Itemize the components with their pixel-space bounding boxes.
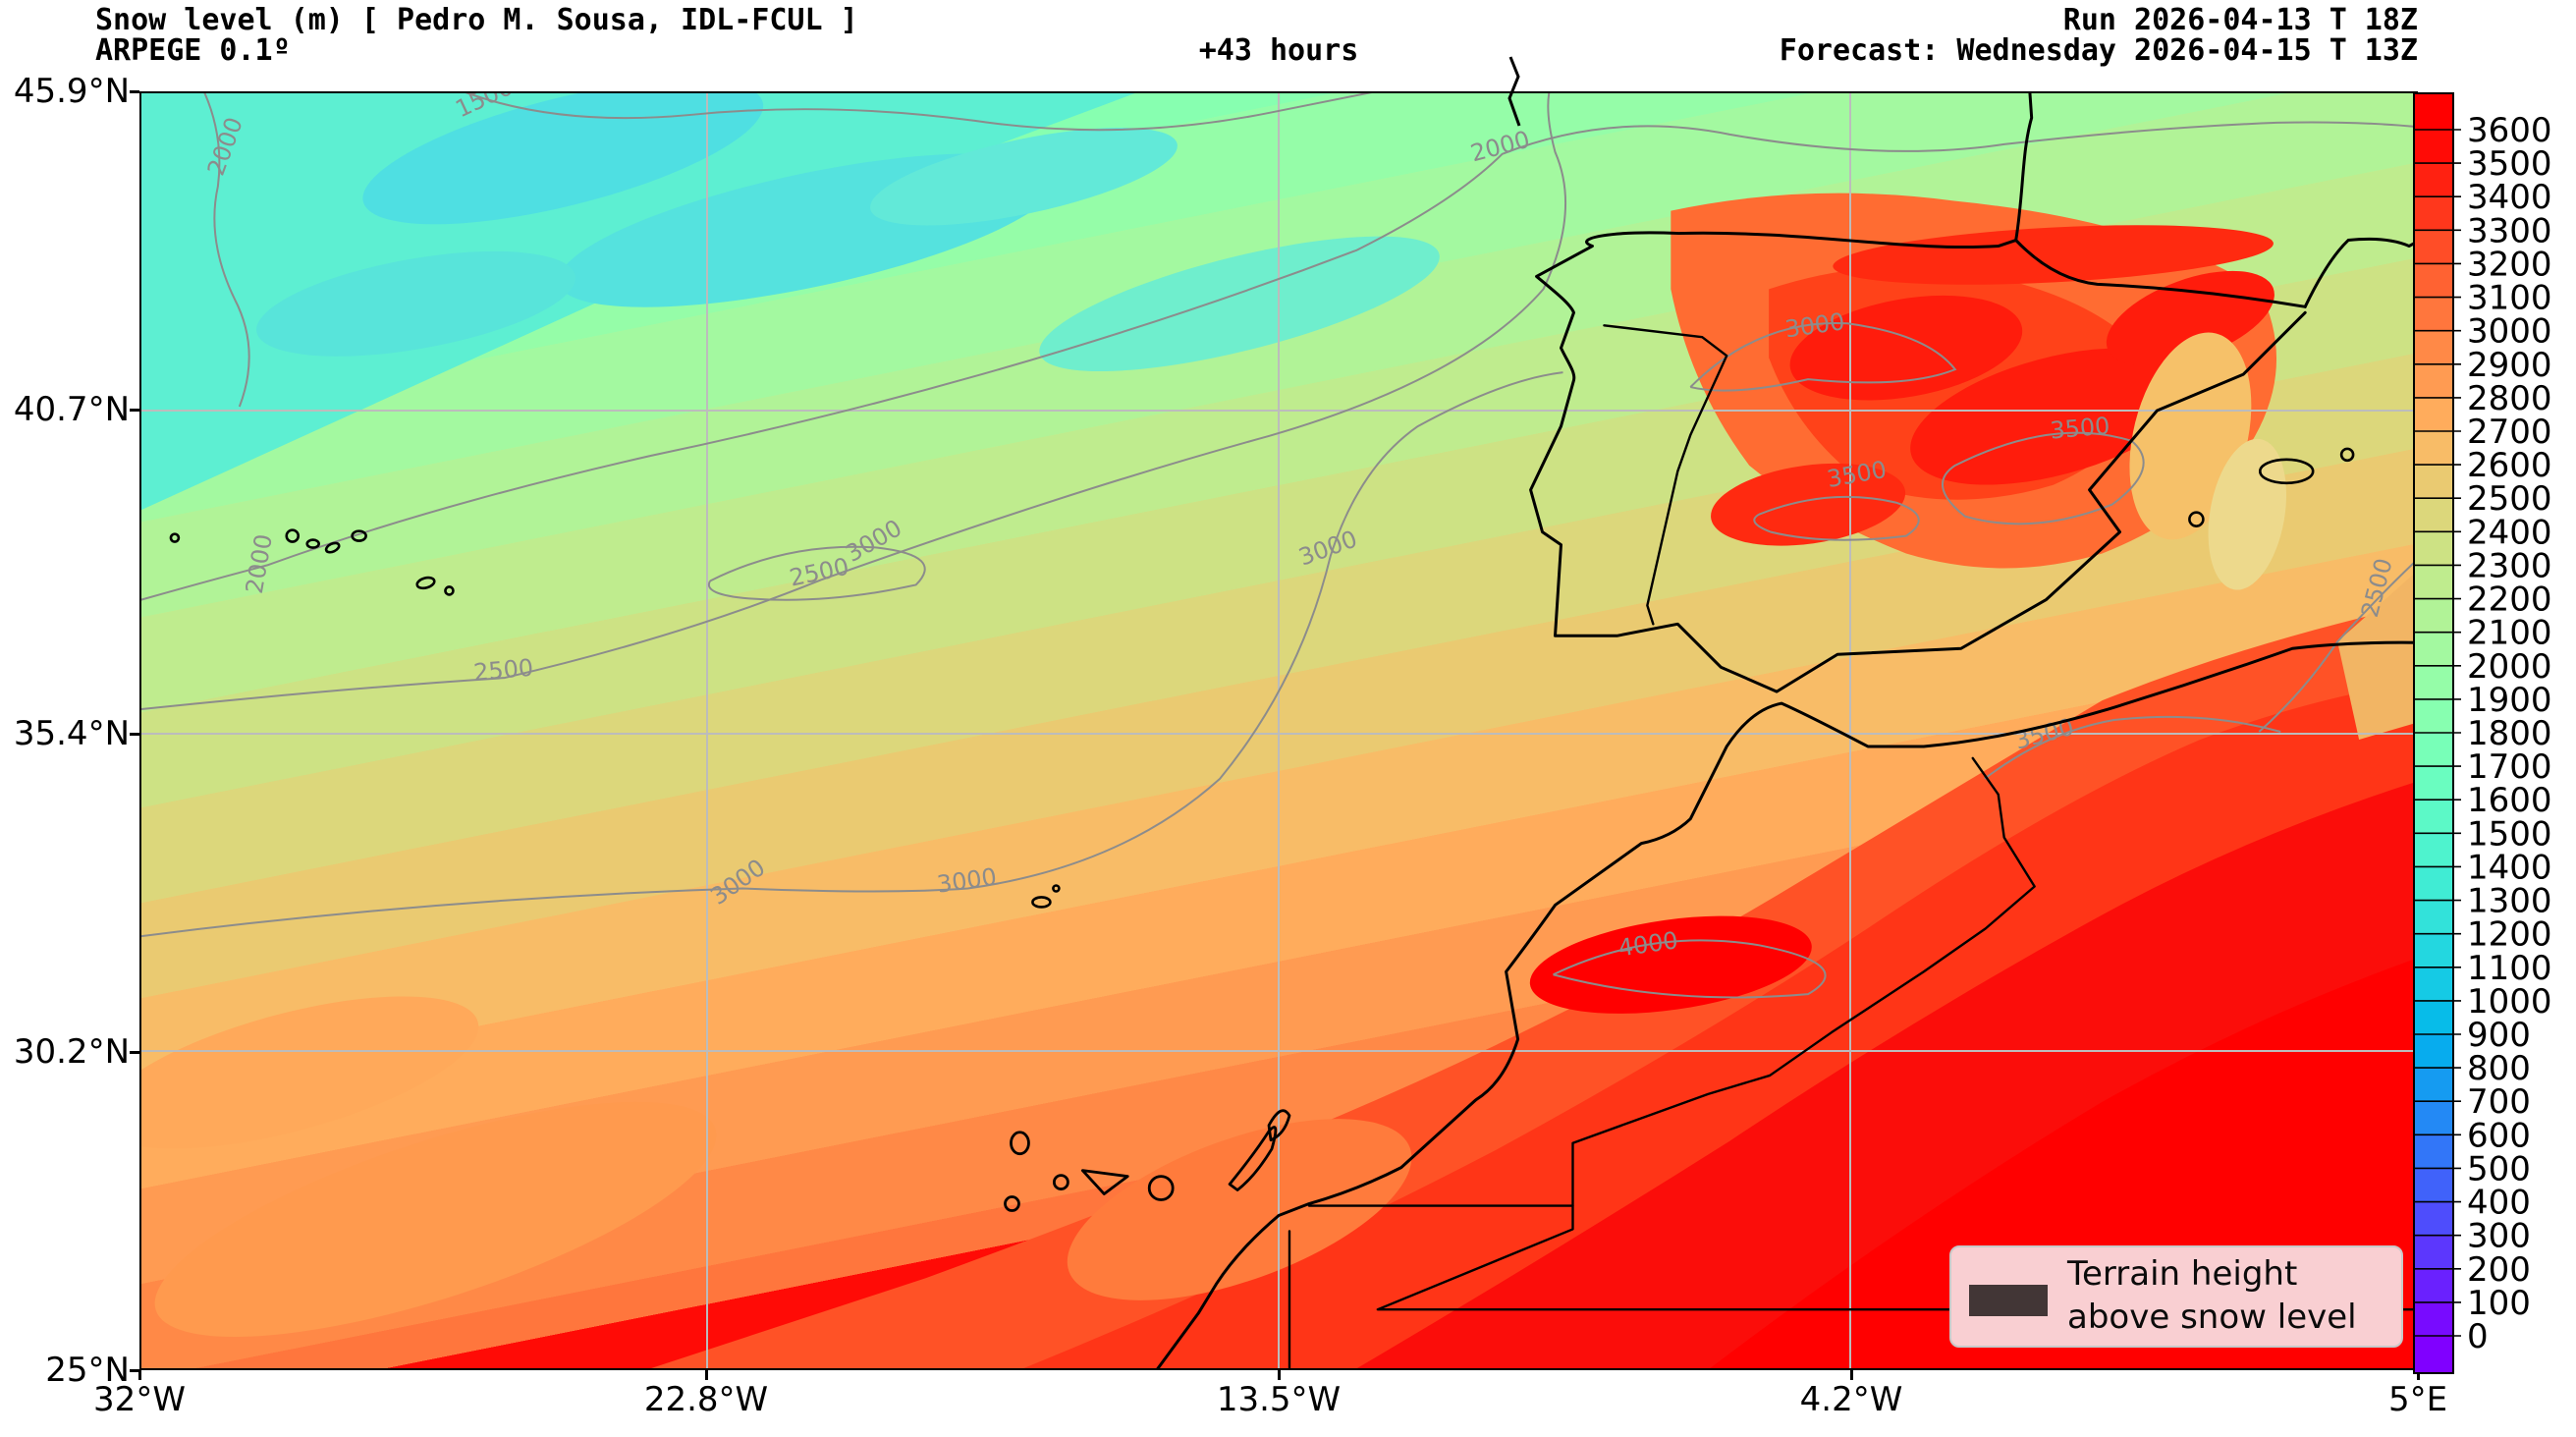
colorbar-tick-label: 2100 xyxy=(2467,614,2552,653)
islands-canary xyxy=(1004,1109,1291,1212)
colorbar-tick-label: 100 xyxy=(2467,1284,2531,1323)
y-tick-label: 25°N xyxy=(45,1351,130,1390)
colorbar-tick-label: 300 xyxy=(2467,1217,2531,1256)
colorbar-tick-label: 1200 xyxy=(2467,915,2552,955)
colorbar-tick-label: 2600 xyxy=(2467,446,2552,485)
colorbar-tick-label: 1600 xyxy=(2467,781,2552,820)
coast-france-atlantic xyxy=(2014,93,2034,243)
colorbar-tick-label: 1000 xyxy=(2467,982,2552,1022)
colorbar-tick-label: 1700 xyxy=(2467,747,2552,787)
terrain-legend-swatch xyxy=(1969,1285,2048,1316)
x-tick-label: 5°E xyxy=(2387,1380,2448,1419)
terrain-legend: Terrain height above snow level xyxy=(1949,1245,2403,1348)
colorbar-tick-label: 1500 xyxy=(2467,814,2552,854)
colorbar: 3600350034003300320031003000290028002700… xyxy=(2413,92,2552,1374)
border-west-sahara xyxy=(1376,1204,2416,1311)
y-tick-label: 45.9°N xyxy=(13,72,130,111)
islands-balearic xyxy=(2188,447,2355,527)
y-tickmark xyxy=(130,733,139,736)
coast-iberia xyxy=(1529,231,2307,693)
colorbar-tick-label: 2300 xyxy=(2467,546,2552,585)
colorbar-tick-label: 400 xyxy=(2467,1184,2531,1223)
coastlines xyxy=(169,93,2416,1368)
colorbar-tick-label: 600 xyxy=(2467,1116,2531,1155)
colorbar-tick-label: 1800 xyxy=(2467,714,2552,753)
y-tickmark xyxy=(130,1051,139,1054)
colorbar-tick-label: 3400 xyxy=(2467,178,2552,217)
colorbar-tick-label: 2000 xyxy=(2467,647,2552,687)
colorbar-tick-label: 800 xyxy=(2467,1049,2531,1088)
colorbar-tick-label: 500 xyxy=(2467,1149,2531,1188)
y-tickmark xyxy=(130,90,139,93)
y-tick-label: 30.2°N xyxy=(13,1032,130,1072)
x-tickmark xyxy=(1278,1370,1281,1380)
colorbar-tick-label: 3100 xyxy=(2467,279,2552,318)
colorbar-tick-label: 2400 xyxy=(2467,513,2552,552)
x-tickmark xyxy=(1850,1370,1853,1380)
run-label: Run 2026-04-13 T 18Z xyxy=(2062,3,2418,37)
colorbar-tick-label: 2500 xyxy=(2467,479,2552,519)
islands-azores xyxy=(169,528,455,596)
x-tickmark xyxy=(2417,1370,2420,1380)
coast-north-africa xyxy=(1156,640,2416,1368)
x-tick-label: 13.5°W xyxy=(1216,1380,1342,1419)
gridlines xyxy=(141,93,2416,1368)
colorbar-tick-label: 2900 xyxy=(2467,346,2552,385)
colorbar-tick-label: 1100 xyxy=(2467,949,2552,988)
plot-title: Snow level (m) [ Pedro M. Sousa, IDL-FCU… xyxy=(95,3,858,37)
coast-france-med xyxy=(2303,237,2416,308)
y-tickmark xyxy=(130,1369,139,1372)
colorbar-tick-label: 200 xyxy=(2467,1250,2531,1290)
svg-text:3500: 3500 xyxy=(2049,412,2110,444)
colorbar-tick-label: 2200 xyxy=(2467,580,2552,620)
y-tick-label: 40.7°N xyxy=(13,390,130,429)
border-portugal-spain xyxy=(1603,324,1728,626)
model-subtitle: ARPEGE 0.1º xyxy=(95,33,291,68)
x-tick-label: 4.2°W xyxy=(1799,1380,1903,1419)
x-tick-label: 22.8°W xyxy=(643,1380,769,1419)
svg-text:2500: 2500 xyxy=(472,654,534,687)
colorbar-tick-label: 1900 xyxy=(2467,681,2552,720)
colorbar-tick-label: 900 xyxy=(2467,1016,2531,1055)
forecast-label: Forecast: Wednesday 2026-04-15 T 13Z xyxy=(1779,33,2418,68)
map-edge-artifact xyxy=(1507,56,1521,127)
colorbar-tick-label: 3600 xyxy=(2467,111,2552,150)
lead-time-label: +43 hours xyxy=(1198,33,1359,68)
x-tickmark xyxy=(705,1370,708,1380)
map-plot-area: 2000 1500 2000 2000 2500 2500 3000 3000 3000 3000… xyxy=(139,91,2418,1370)
y-tickmark xyxy=(130,409,139,412)
border-france-spain xyxy=(2014,239,2307,308)
field-hot-wedges xyxy=(141,604,2416,1368)
islands-madeira xyxy=(1031,884,1061,909)
terrain-legend-label: Terrain height above snow level xyxy=(2067,1254,2357,1337)
x-tickmark xyxy=(138,1370,141,1380)
contour-lines xyxy=(141,93,2416,999)
border-morocco-algeria xyxy=(1307,756,2036,1207)
colorbar-tick-label: 3000 xyxy=(2467,312,2552,352)
colorbar-tick-label: 700 xyxy=(2467,1082,2531,1122)
colorbar-tick-label: 2800 xyxy=(2467,379,2552,418)
colorbar-tick-label: 1400 xyxy=(2467,848,2552,887)
colorbar-tick-label: 2700 xyxy=(2467,413,2552,452)
colorbar-tick-label: 3500 xyxy=(2467,144,2552,184)
colorbar-tick-label: 1300 xyxy=(2467,882,2552,921)
colorbar-tick-label: 3300 xyxy=(2467,211,2552,250)
colorbar-tick-label: 0 xyxy=(2467,1317,2489,1356)
colorbar-tick-label: 3200 xyxy=(2467,245,2552,284)
x-tick-label: 32°W xyxy=(93,1380,186,1419)
y-tick-label: 35.4°N xyxy=(13,714,130,753)
